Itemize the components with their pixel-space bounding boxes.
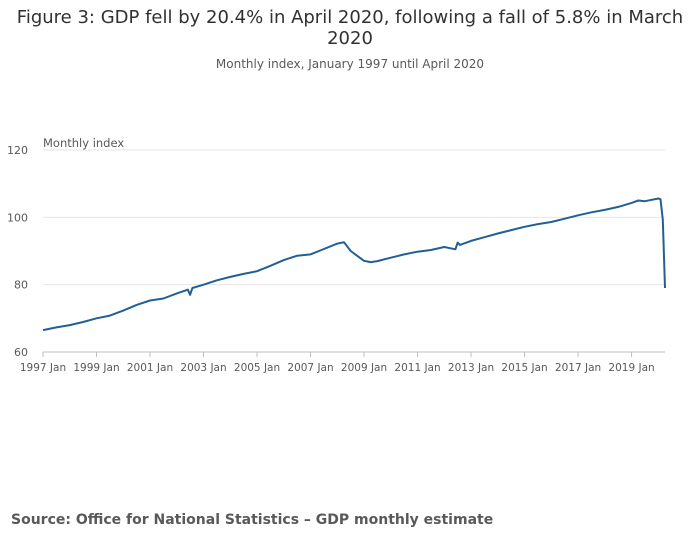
- x-tick-label: 2013 Jan: [448, 362, 494, 374]
- chart-subtitle: Monthly index, January 1997 until April …: [215, 57, 485, 71]
- x-tick-label: 1999 Jan: [73, 362, 119, 374]
- x-tick-label: 2003 Jan: [180, 362, 226, 374]
- x-tick-label: 1997 Jan: [20, 362, 66, 374]
- x-tick-label: 2005 Jan: [234, 362, 280, 374]
- x-tick-label: 2007 Jan: [287, 362, 333, 374]
- x-tick-label: 2019 Jan: [608, 362, 654, 374]
- x-tick-label: 2001 Jan: [127, 362, 173, 374]
- chart-title: Figure 3: GDP fell by 20.4% in April 202…: [16, 7, 684, 49]
- x-tick-label: 2009 Jan: [341, 362, 387, 374]
- x-tick-label: 2017 Jan: [555, 362, 601, 374]
- series-line-gdp-index: [42, 197, 666, 332]
- x-axis: 1997 Jan 1999 Jan 2001 Jan 2003 Jan 2005 Jan…: [20, 352, 655, 374]
- gridlines: [43, 149, 665, 353]
- x-tick-label: 2015 Jan: [501, 362, 547, 374]
- y-axis-ticks: 60 80 100 120: [7, 144, 28, 359]
- y-tick-label: 100: [7, 211, 28, 224]
- y-tick-label: 60: [14, 346, 28, 359]
- y-tick-label: 120: [7, 144, 28, 157]
- x-tick-label: 2011 Jan: [394, 362, 440, 374]
- y-axis-label: Monthly index: [43, 136, 124, 150]
- source-note: Source: Office for National Statistics –…: [11, 512, 494, 528]
- y-tick-label: 80: [14, 279, 28, 292]
